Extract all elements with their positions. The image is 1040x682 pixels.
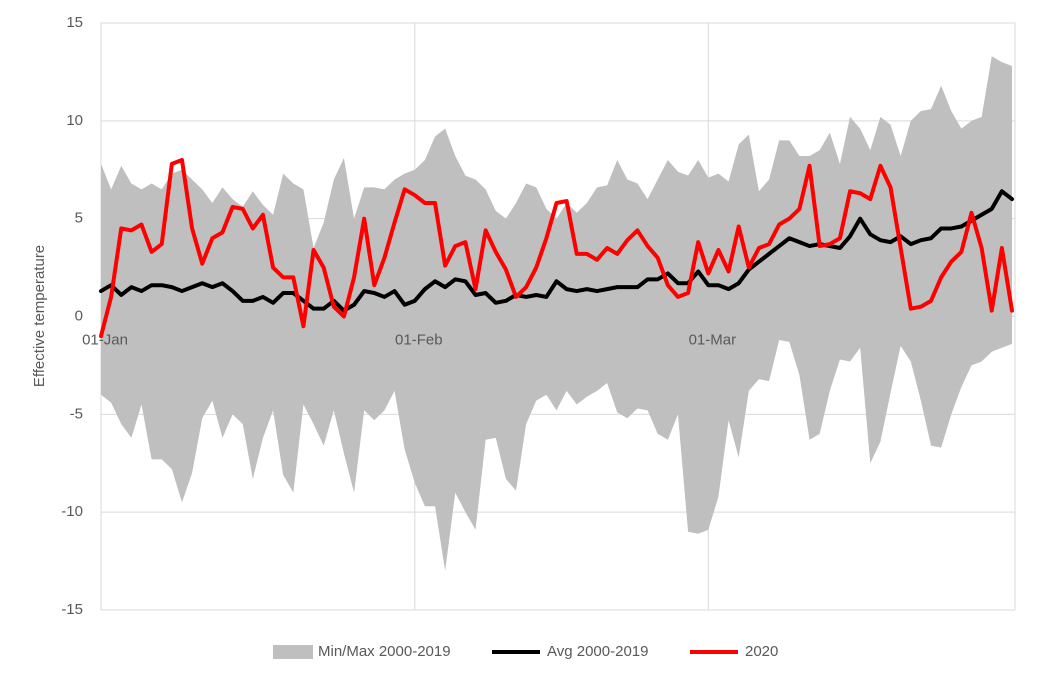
y-tick-label: 0: [75, 307, 83, 324]
series-line: [99, 157, 1014, 339]
plot: [99, 56, 1014, 571]
min-max-band: [101, 56, 1012, 571]
legend-label: Min/Max 2000-2019: [318, 643, 451, 660]
legend-swatch: [273, 645, 313, 659]
y-tick-label: -10: [61, 503, 83, 520]
y-tick-label: -15: [61, 601, 83, 618]
series-line: [99, 189, 1014, 313]
y-tick-label: 15: [66, 14, 83, 31]
x-tick-label: 01-Jan: [82, 331, 128, 348]
y-tick-label: 5: [75, 210, 83, 227]
y-tick-label: -5: [70, 405, 83, 422]
x-tick-label: 01-Mar: [689, 331, 737, 348]
labels: -15 -10 -5 0 5 10 15 01-Jan 01-Feb 01-Mar Min/Max …: [61, 14, 778, 660]
legend-label: Avg 2000-2019: [547, 643, 648, 660]
y-axis-title: Effective temperature: [31, 245, 48, 387]
y-tick-label: 10: [66, 112, 83, 129]
x-tick-label: 01-Feb: [395, 331, 443, 348]
legend-label: 2020: [745, 643, 778, 660]
